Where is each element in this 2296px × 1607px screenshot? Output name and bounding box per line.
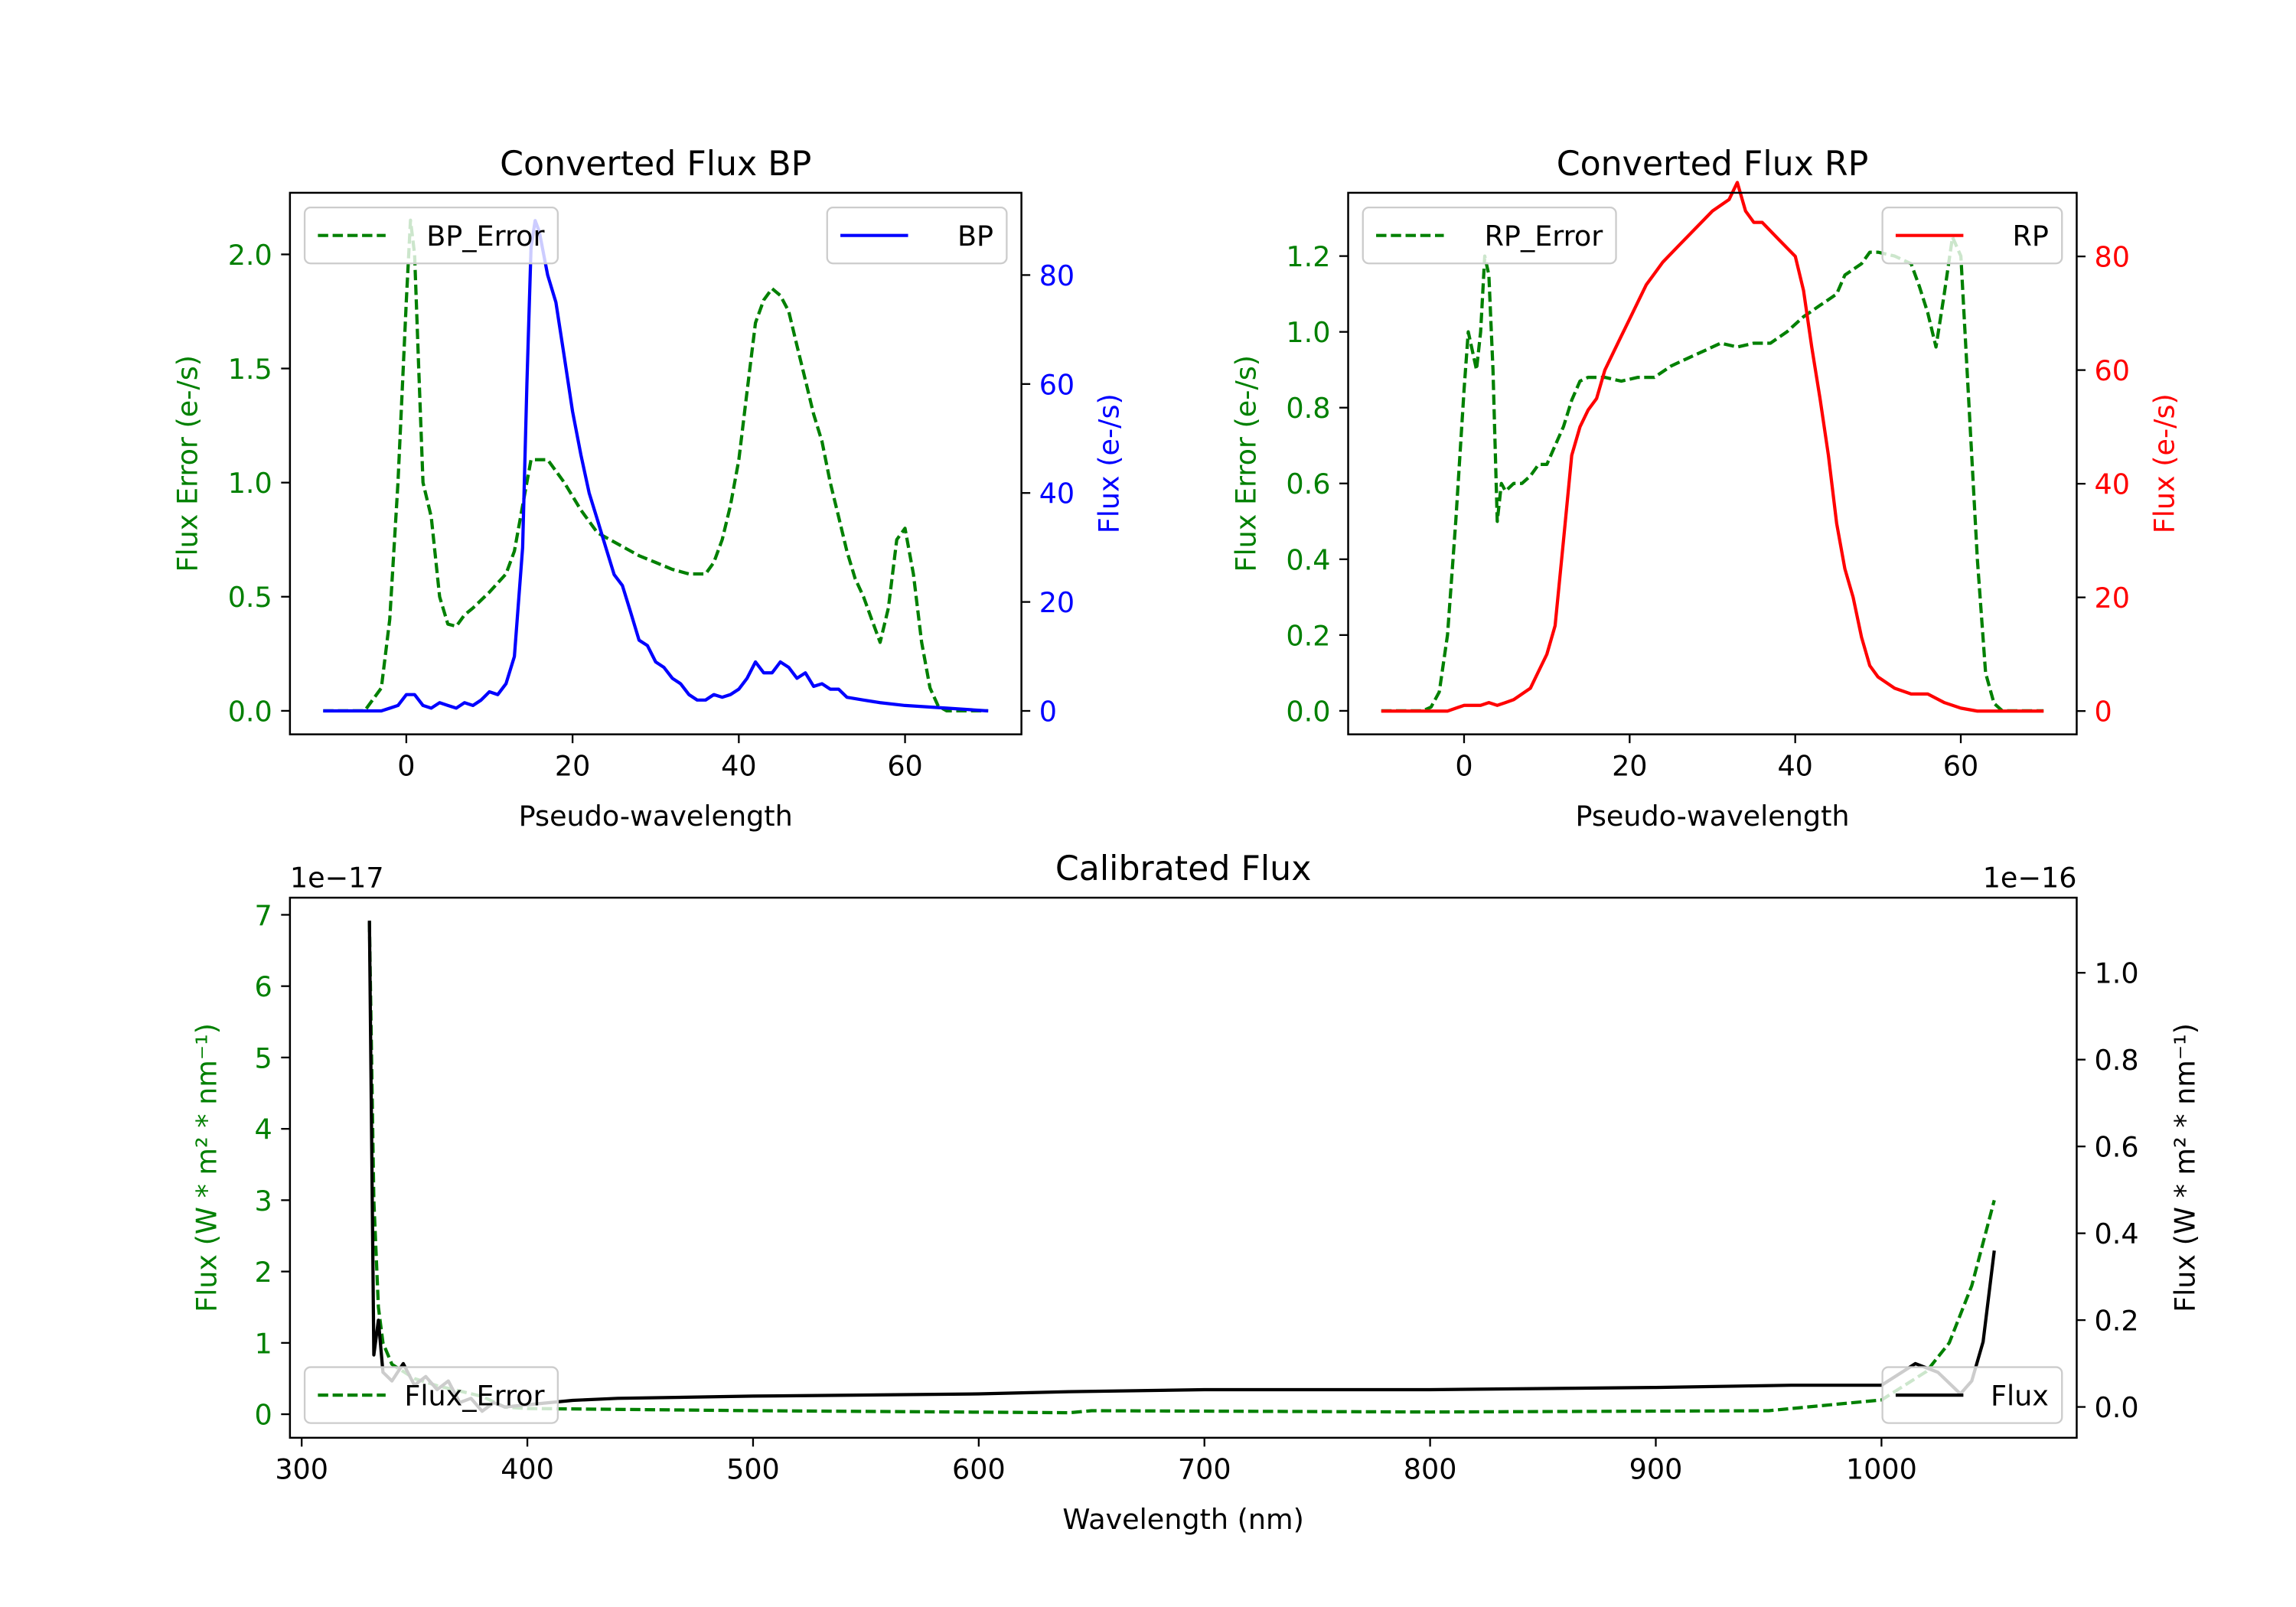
legend-label: BP_Error bbox=[426, 220, 545, 253]
y-tick-label-left: 0.5 bbox=[228, 581, 272, 614]
legend-label: Flux_Error bbox=[404, 1380, 545, 1413]
series-line-rp bbox=[1381, 181, 2044, 713]
y-offset-right: 1e−16 bbox=[1983, 862, 2077, 895]
y-tick-label-left: 1.0 bbox=[228, 467, 272, 500]
y-tick-label-left: 0 bbox=[255, 1399, 272, 1432]
legend-box bbox=[303, 1366, 559, 1424]
y-tick-label-left: 1.5 bbox=[228, 353, 272, 386]
y-axis-label-right: Flux (W * m² * nm⁻¹) bbox=[2168, 1023, 2201, 1312]
chart-title: Converted Flux RP bbox=[1557, 145, 1869, 184]
x-axis-label: Pseudo-wavelength bbox=[519, 800, 793, 833]
legend-label: Flux bbox=[1991, 1380, 2049, 1413]
chart-title: Converted Flux BP bbox=[500, 145, 811, 184]
y-tick-label-right: 0.0 bbox=[2095, 1391, 2139, 1424]
y-tick-label-left: 0.0 bbox=[1286, 695, 1330, 728]
x-tick-label: 20 bbox=[1612, 749, 1647, 782]
y-tick-label-right: 80 bbox=[1039, 259, 1075, 292]
y-tick-label-right: 80 bbox=[2095, 241, 2130, 274]
y-tick-label-left: 0.2 bbox=[1286, 619, 1330, 652]
y-tick-label-left: 2.0 bbox=[228, 239, 272, 272]
y-tick-label-left: 1.2 bbox=[1286, 240, 1330, 273]
y-axis-label-right: Flux (e-/s) bbox=[2148, 393, 2180, 533]
x-tick-label: 300 bbox=[275, 1453, 328, 1486]
y-axis-label-left: Flux Error (e-/s) bbox=[1229, 355, 1262, 572]
subplot-3: 300 400 500 600 700 800 900 1000 0 1 2 3 4 5 6 7 0.0 0.2 0… bbox=[191, 849, 2202, 1536]
y-tick-label-left: 6 bbox=[255, 970, 272, 1003]
legend-box bbox=[1362, 207, 1617, 265]
chart-title: Calibrated Flux bbox=[1055, 849, 1311, 888]
legend-rp: RP bbox=[1881, 207, 2063, 265]
legend-flux: Flux bbox=[1881, 1366, 2063, 1424]
y-tick-label-right: 40 bbox=[1039, 478, 1075, 510]
legend-bp: BP bbox=[826, 207, 1008, 265]
axes-frame bbox=[1347, 191, 2078, 735]
y-tick-label-right: 0 bbox=[2095, 696, 2112, 729]
legend-flux-error: Flux_Error bbox=[303, 1366, 559, 1424]
x-tick-label: 400 bbox=[501, 1453, 554, 1486]
y-tick-label-left: 7 bbox=[255, 899, 272, 932]
y-tick-label-left: 3 bbox=[255, 1185, 272, 1217]
series-line-bp bbox=[323, 219, 989, 713]
x-axis-label: Pseudo-wavelength bbox=[1575, 800, 1849, 833]
x-tick-label: 20 bbox=[555, 749, 590, 782]
y-tick-label-right: 60 bbox=[1039, 368, 1075, 401]
axes-frame bbox=[289, 896, 2078, 1439]
series-line-rp-error bbox=[1381, 235, 2044, 712]
y-tick-label-right: 0.6 bbox=[2095, 1131, 2139, 1164]
subplot-1: 0 20 40 60 0.0 0.5 1.0 1.5 2.0 0 20 40 60 80 Converted… bbox=[171, 145, 1126, 833]
x-tick-label: 40 bbox=[721, 749, 756, 782]
legend-label: BP bbox=[957, 220, 993, 253]
axes-frame bbox=[289, 191, 1022, 735]
y-tick-label-left: 5 bbox=[255, 1041, 272, 1074]
y-tick-label-right: 20 bbox=[2095, 582, 2130, 614]
y-tick-label-right: 0.4 bbox=[2095, 1217, 2139, 1250]
y-tick-label-right: 0.8 bbox=[2095, 1044, 2139, 1077]
x-tick-label: 500 bbox=[726, 1453, 780, 1486]
y-tick-label-left: 0.6 bbox=[1286, 468, 1330, 500]
y-axis-label-left: Flux (W * m² * nm⁻¹) bbox=[191, 1023, 223, 1312]
x-tick-label: 40 bbox=[1777, 749, 1812, 782]
y-tick-label-left: 0.8 bbox=[1286, 392, 1330, 425]
legend-box bbox=[303, 207, 559, 265]
legend-box bbox=[1881, 1366, 2063, 1424]
y-tick-label-right: 1.0 bbox=[2095, 957, 2139, 990]
legend-bp-error: BP_Error bbox=[303, 207, 559, 265]
y-tick-label-left: 0.0 bbox=[228, 695, 272, 728]
y-tick-label-left: 2 bbox=[255, 1256, 272, 1289]
series-line-bp-error bbox=[323, 218, 989, 712]
x-axis-label: Wavelength (nm) bbox=[1062, 1503, 1303, 1536]
legend-box bbox=[1881, 207, 2063, 265]
x-tick-label: 700 bbox=[1178, 1453, 1231, 1486]
legend-rp-error: RP_Error bbox=[1362, 207, 1617, 265]
x-tick-label: 600 bbox=[952, 1453, 1006, 1486]
y-tick-label-right: 20 bbox=[1039, 586, 1075, 619]
y-tick-label-left: 4 bbox=[255, 1113, 272, 1146]
y-tick-label-left: 1 bbox=[255, 1327, 272, 1360]
x-tick-label: 0 bbox=[1455, 749, 1473, 782]
y-tick-label-right: 40 bbox=[2095, 468, 2130, 501]
y-axis-label-right: Flux (e-/s) bbox=[1093, 393, 1126, 533]
y-tick-label-left: 0.4 bbox=[1286, 543, 1330, 576]
y-axis-label-left: Flux Error (e-/s) bbox=[171, 355, 204, 572]
x-tick-label: 900 bbox=[1629, 1453, 1683, 1486]
y-tick-label-right: 0 bbox=[1039, 695, 1057, 728]
y-offset-left: 1e−17 bbox=[290, 862, 384, 895]
x-tick-label: 60 bbox=[887, 749, 922, 782]
legend-label: RP bbox=[2013, 220, 2049, 253]
legend-box bbox=[826, 207, 1008, 265]
y-tick-label-right: 60 bbox=[2095, 354, 2130, 387]
x-tick-label: 1000 bbox=[1846, 1453, 1917, 1486]
y-tick-label-right: 0.2 bbox=[2095, 1305, 2139, 1338]
legend-label: RP_Error bbox=[1485, 220, 1604, 253]
subplot-2: 0 20 40 60 0.0 0.2 0.4 0.6 0.8 1.0 1.2 0 20 40 60 80 Con… bbox=[1229, 145, 2180, 833]
x-tick-label: 800 bbox=[1404, 1453, 1457, 1486]
x-tick-label: 60 bbox=[1943, 749, 1978, 782]
y-tick-label-left: 1.0 bbox=[1286, 316, 1330, 349]
x-tick-label: 0 bbox=[397, 749, 415, 782]
